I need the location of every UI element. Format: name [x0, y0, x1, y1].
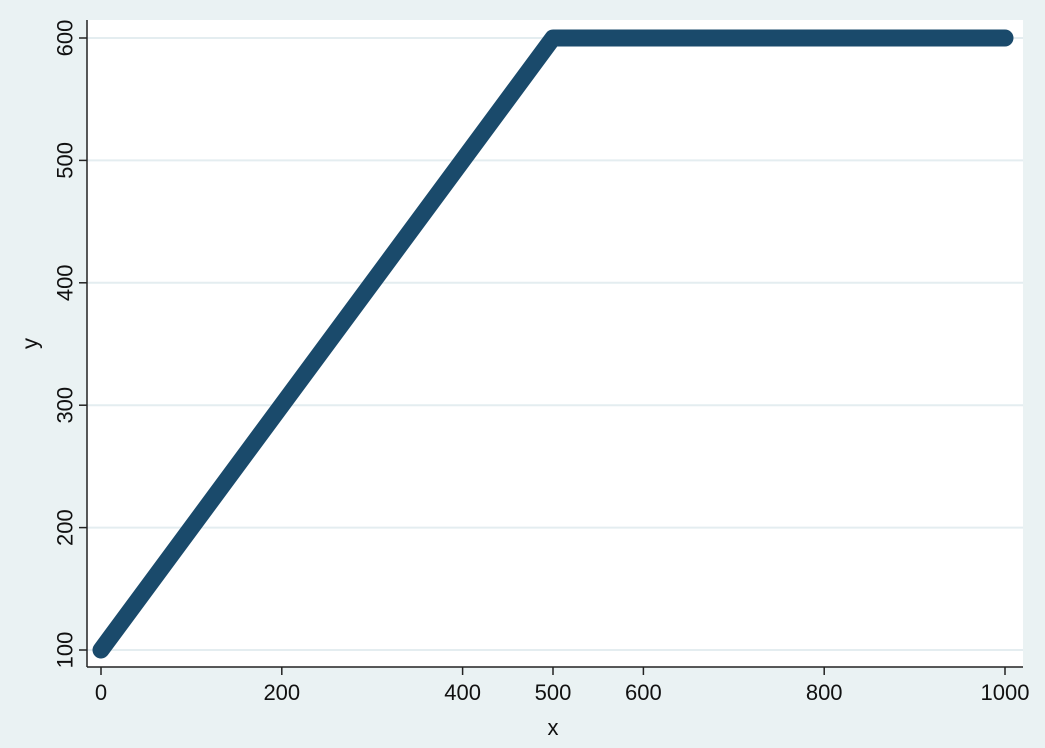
x-tick-label: 800: [806, 680, 843, 705]
y-ticks: 100 200 300 400 500 600: [53, 20, 87, 669]
x-tick-label: 400: [444, 680, 481, 705]
x-tick-label: 200: [263, 680, 300, 705]
y-tick-label: 500: [53, 142, 78, 179]
plot-area: [87, 20, 1023, 667]
x-axis-label: x: [548, 715, 559, 740]
x-tick-label: 600: [625, 680, 662, 705]
axes: [86, 20, 1023, 668]
y-tick-label: 600: [53, 20, 78, 57]
series-line: [92, 29, 1014, 659]
y-tick-label: 100: [53, 632, 78, 669]
y-tick-label: 200: [53, 509, 78, 546]
y-tick-label: 400: [53, 264, 78, 301]
y-tick-label: 300: [53, 387, 78, 424]
series: [92, 29, 1014, 659]
x-ticks: 0 200 400 500 600 800 1000: [95, 667, 1030, 705]
x-tick-label: 500: [535, 680, 572, 705]
x-tick-label: 1000: [981, 680, 1030, 705]
x-tick-label: 0: [95, 680, 107, 705]
y-axis-label: y: [18, 338, 43, 349]
